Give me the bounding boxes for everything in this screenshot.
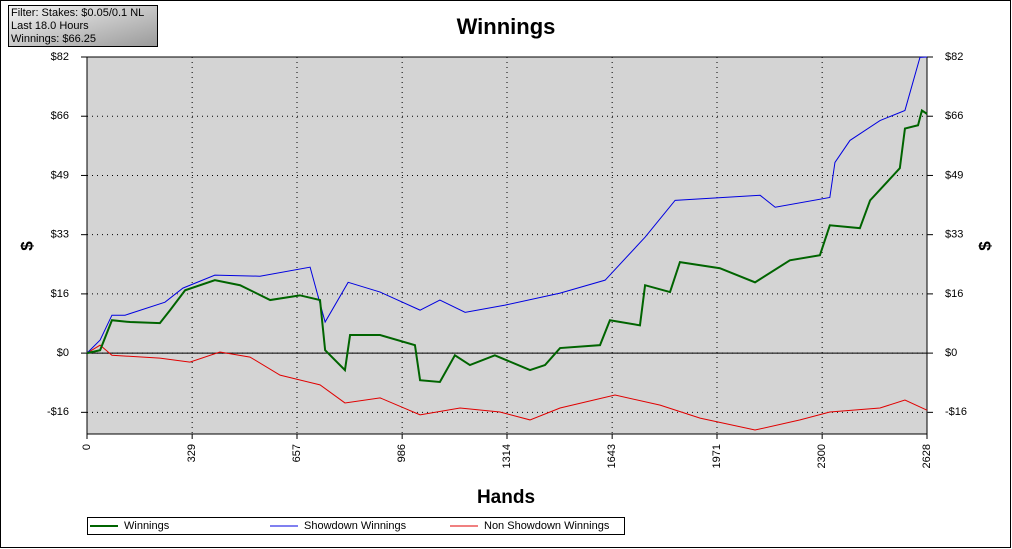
- plot-area: [86, 56, 928, 435]
- y2-tick-label: $66: [945, 110, 963, 122]
- legend: [87, 517, 625, 535]
- y-tick-label: $33: [51, 229, 69, 241]
- series-line: [86, 344, 928, 431]
- y2-tick-label: $0: [945, 347, 957, 359]
- y2-tick-label: $82: [945, 51, 963, 63]
- series-line: [86, 56, 928, 354]
- y2-tick-label: $16: [945, 288, 963, 300]
- x-axis-title: Hands: [477, 487, 535, 508]
- x-tick-label: 329: [186, 444, 198, 462]
- filter-line: Last 18.0 Hours: [11, 20, 89, 32]
- chart-title: Winnings: [457, 14, 556, 39]
- x-tick-label: 986: [396, 444, 408, 462]
- series-line: [86, 108, 928, 384]
- x-tick-label: 0: [81, 444, 93, 450]
- filter-box: [8, 5, 158, 47]
- y2-tick-label: $49: [945, 169, 963, 181]
- y2-tick-label: -$16: [945, 406, 967, 418]
- y-tick-label: $66: [51, 110, 69, 122]
- filter-line: Winnings: $66.25: [11, 33, 96, 45]
- legend-label: Non Showdown Winnings: [484, 520, 610, 532]
- y2-tick-label: $33: [945, 229, 963, 241]
- y2-axis-title: $: [975, 241, 994, 251]
- legend-label: Winnings: [124, 520, 170, 532]
- x-tick-label: 1643: [606, 444, 618, 468]
- y-tick-label: $0: [57, 347, 69, 359]
- x-tick-label: 2300: [816, 444, 828, 468]
- x-tick-label: 1314: [501, 444, 513, 468]
- legend-label: Showdown Winnings: [304, 520, 407, 532]
- x-tick-label: 657: [291, 444, 303, 462]
- y-axis-title: $: [17, 241, 36, 251]
- y-tick-label: $16: [51, 288, 69, 300]
- filter-line: Filter: Stakes: $0.05/0.1 NL: [11, 7, 144, 19]
- y-tick-label: -$16: [47, 406, 69, 418]
- x-tick-label: 2628: [921, 444, 933, 468]
- y-tick-label: $82: [51, 51, 69, 63]
- y-tick-label: $49: [51, 169, 69, 181]
- x-tick-label: 1971: [711, 444, 723, 468]
